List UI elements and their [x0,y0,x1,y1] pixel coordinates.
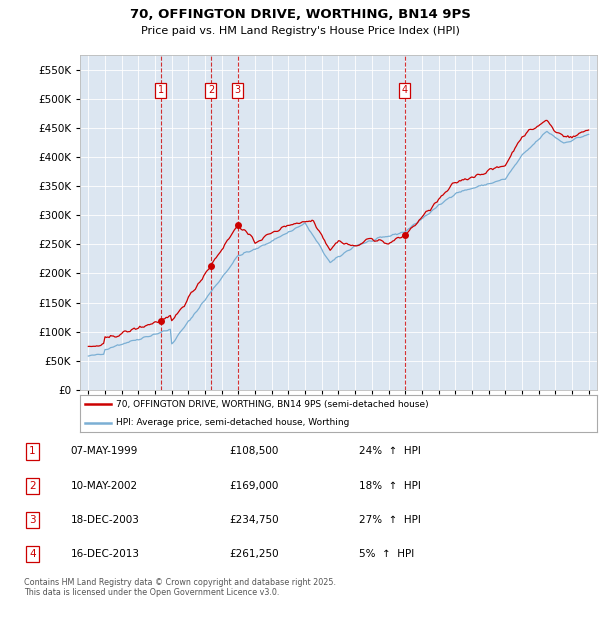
Text: 2: 2 [29,480,36,490]
Text: 2: 2 [208,85,214,95]
Text: 5%  ↑  HPI: 5% ↑ HPI [359,549,414,559]
Text: 18-DEC-2003: 18-DEC-2003 [71,515,140,525]
Text: 1: 1 [29,446,36,456]
Text: 18%  ↑  HPI: 18% ↑ HPI [359,480,421,490]
Text: 70, OFFINGTON DRIVE, WORTHING, BN14 9PS: 70, OFFINGTON DRIVE, WORTHING, BN14 9PS [130,8,470,21]
Text: £261,250: £261,250 [229,549,279,559]
Text: 07-MAY-1999: 07-MAY-1999 [71,446,138,456]
Text: 3: 3 [29,515,36,525]
Text: 24%  ↑  HPI: 24% ↑ HPI [359,446,421,456]
Text: Price paid vs. HM Land Registry's House Price Index (HPI): Price paid vs. HM Land Registry's House … [140,26,460,36]
Text: £169,000: £169,000 [229,480,279,490]
Text: 4: 4 [29,549,36,559]
Text: 10-MAY-2002: 10-MAY-2002 [71,480,138,490]
Text: 3: 3 [235,85,241,95]
Text: 16-DEC-2013: 16-DEC-2013 [71,549,140,559]
Text: 70, OFFINGTON DRIVE, WORTHING, BN14 9PS (semi-detached house): 70, OFFINGTON DRIVE, WORTHING, BN14 9PS … [116,400,429,409]
Text: 1: 1 [158,85,164,95]
Text: 4: 4 [401,85,407,95]
Text: 27%  ↑  HPI: 27% ↑ HPI [359,515,421,525]
Text: Contains HM Land Registry data © Crown copyright and database right 2025.
This d: Contains HM Land Registry data © Crown c… [24,578,336,598]
Text: £108,500: £108,500 [229,446,279,456]
Text: HPI: Average price, semi-detached house, Worthing: HPI: Average price, semi-detached house,… [116,418,350,427]
Text: £234,750: £234,750 [229,515,279,525]
